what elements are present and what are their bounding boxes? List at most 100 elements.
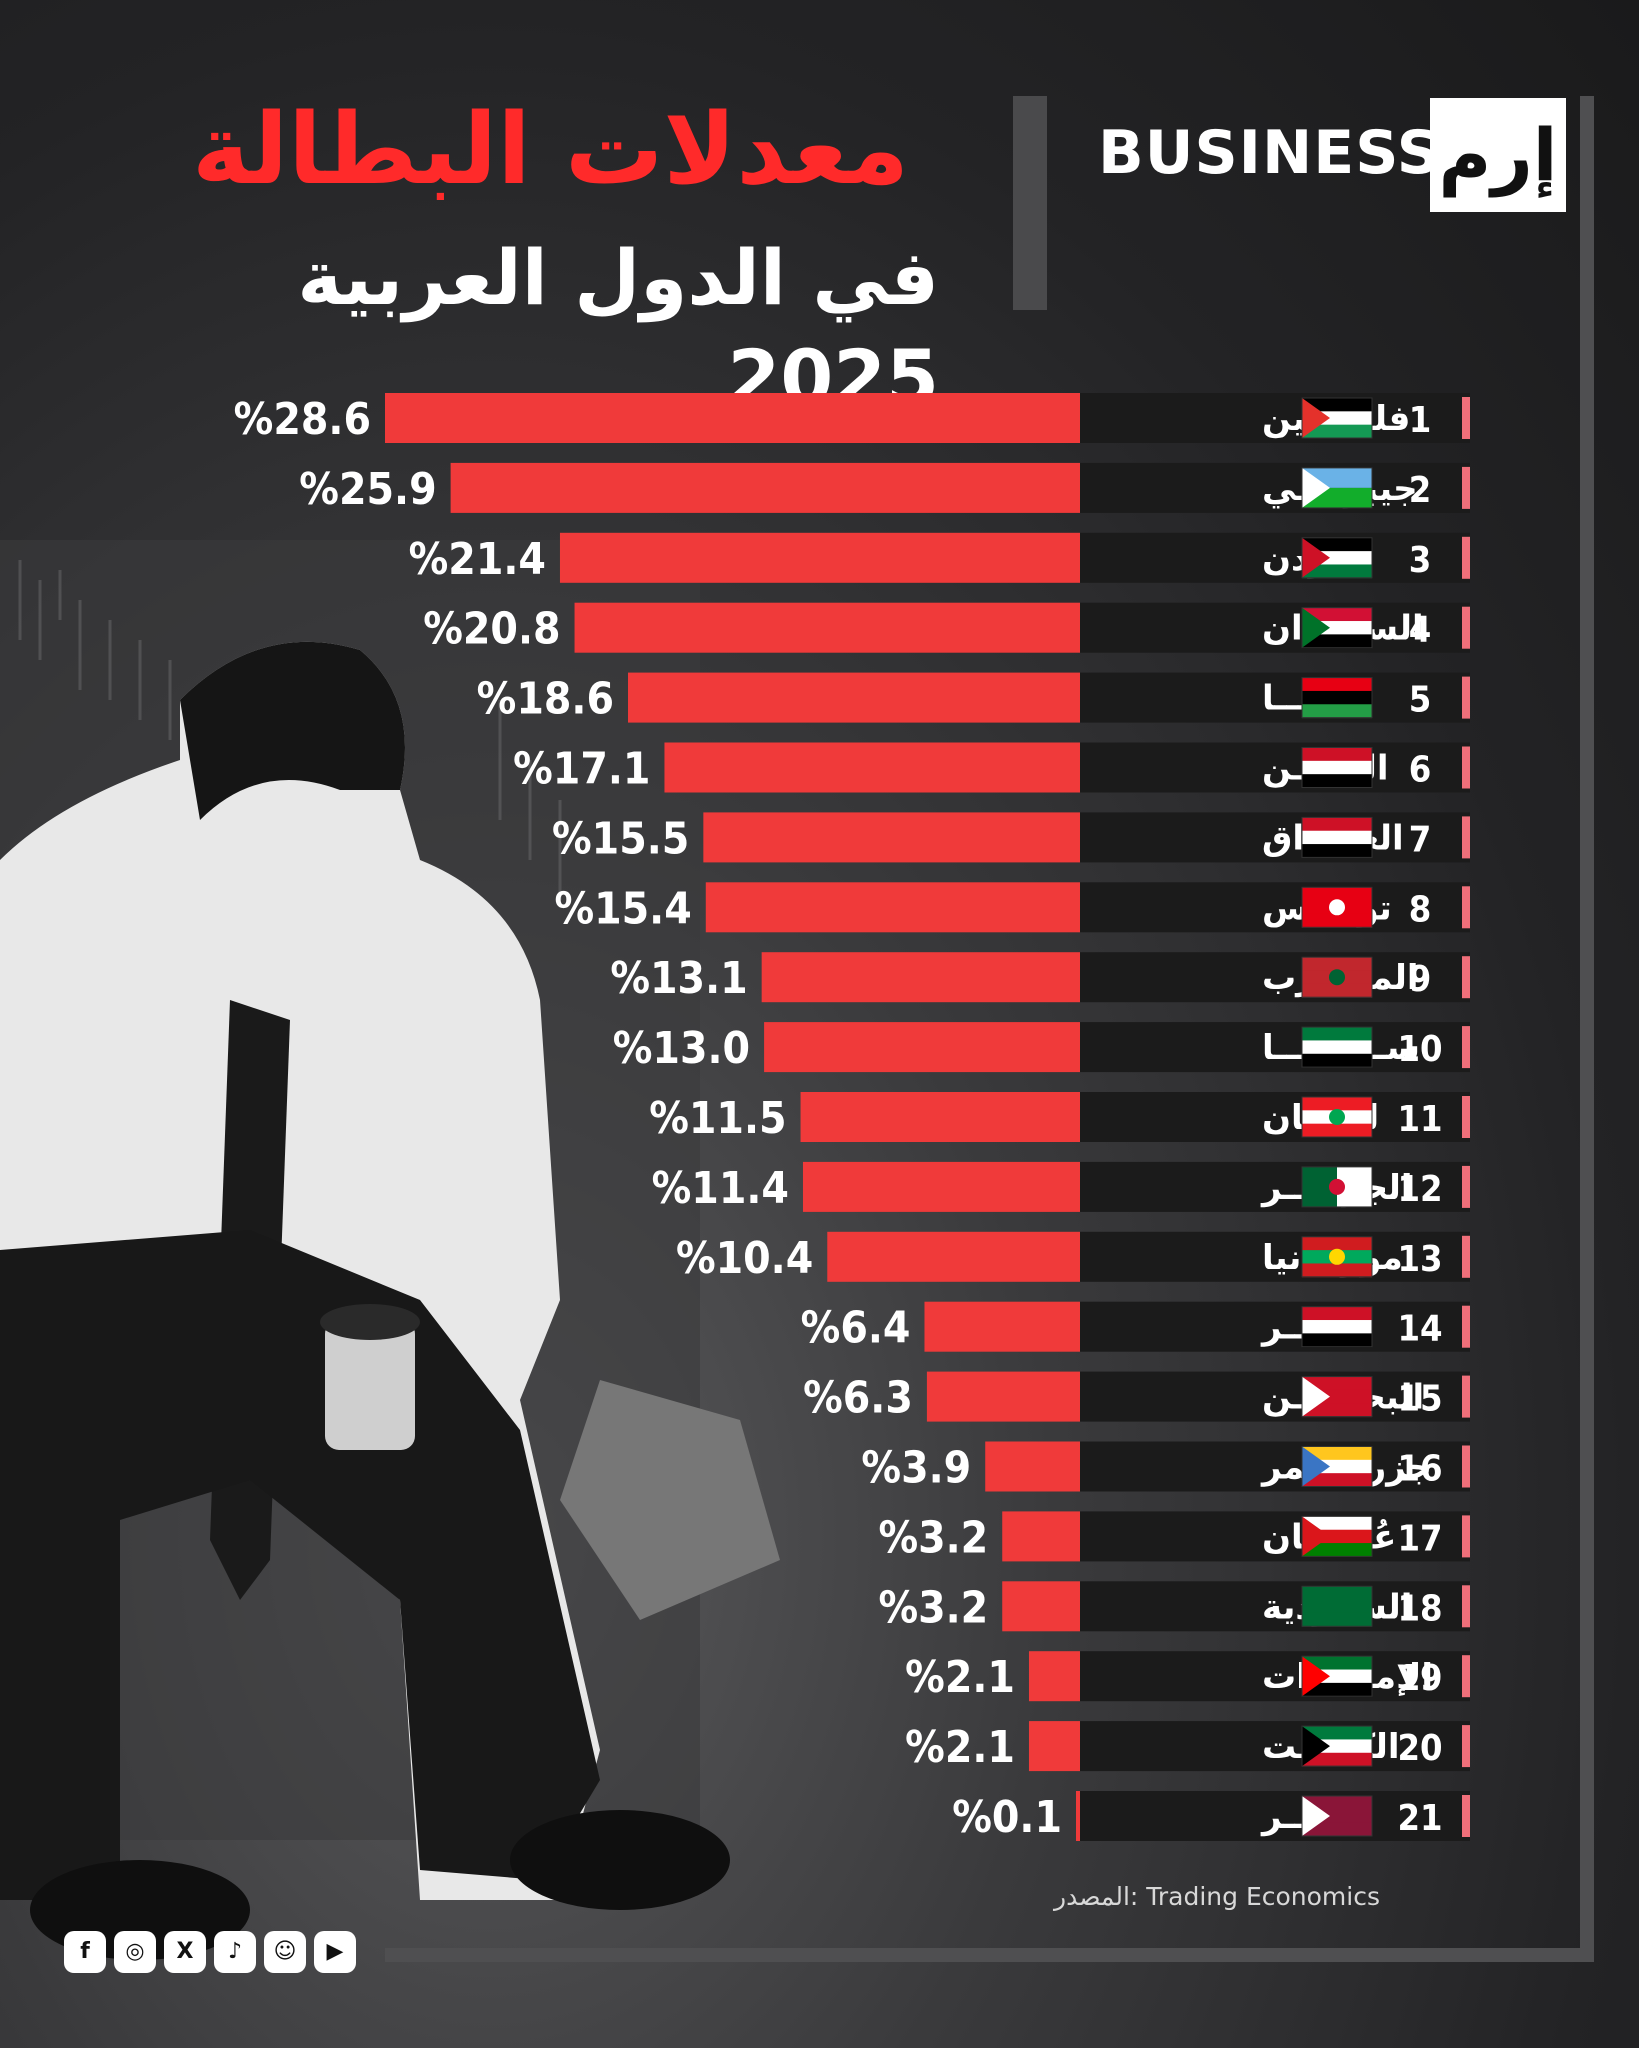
rank-marker — [1462, 1165, 1470, 1208]
flag-kuwait — [1301, 1725, 1373, 1767]
flag-bahrain — [1301, 1376, 1373, 1418]
rank-marker — [1462, 816, 1470, 859]
value-label: %18.6 — [477, 674, 614, 725]
value-label: %3.9 — [861, 1443, 971, 1494]
rank-number: 6 — [1409, 750, 1432, 791]
bar — [1002, 1511, 1080, 1562]
instagram-icon[interactable]: ◎ — [114, 1931, 156, 1973]
bar — [827, 1231, 1080, 1282]
frame-accent-top — [1013, 96, 1047, 310]
rank-number: 7 — [1409, 819, 1432, 860]
rank-number: 21 — [1397, 1798, 1442, 1839]
frame-accent-bottom — [385, 1948, 1594, 1962]
value-label: %2.1 — [905, 1652, 1015, 1703]
rank-marker — [1462, 1725, 1470, 1768]
rank-number: 3 — [1409, 540, 1432, 581]
bar — [1076, 1791, 1080, 1841]
value-label: %6.3 — [803, 1373, 913, 1424]
rank-marker — [1462, 606, 1470, 649]
rank-marker — [1462, 1655, 1470, 1698]
rank-marker — [1462, 746, 1470, 789]
tiktok-icon[interactable]: ♪ — [214, 1931, 256, 1973]
rank-number: 17 — [1397, 1518, 1442, 1559]
rank-marker — [1462, 1585, 1470, 1628]
label-background — [1080, 532, 1470, 583]
flag-morocco — [1301, 956, 1373, 998]
value-label: %2.1 — [905, 1722, 1015, 1773]
bar — [1002, 1581, 1080, 1632]
rank-number: 16 — [1397, 1449, 1442, 1490]
rank-marker — [1462, 536, 1470, 579]
facebook-icon[interactable]: f — [64, 1931, 106, 1973]
label-background — [1080, 1791, 1470, 1841]
rank-marker — [1462, 1026, 1470, 1069]
value-label: %20.8 — [423, 604, 560, 655]
rank-number: 11 — [1397, 1099, 1442, 1140]
flag-sudan — [1301, 607, 1373, 649]
rank-marker — [1462, 956, 1470, 999]
bar — [764, 1022, 1080, 1073]
label-background — [1080, 1092, 1470, 1142]
rank-number: 9 — [1409, 959, 1432, 1000]
rank-number: 2 — [1409, 470, 1432, 511]
label-background — [1080, 1371, 1470, 1422]
label-background — [1080, 602, 1470, 653]
flag-egypt — [1301, 1306, 1373, 1348]
flag-iraq — [1301, 816, 1373, 858]
flag-uae — [1301, 1655, 1373, 1697]
rank-marker — [1462, 886, 1470, 929]
bar — [628, 672, 1080, 723]
snapchat-icon[interactable]: ☺ — [264, 1931, 306, 1973]
value-label: %13.0 — [613, 1023, 750, 1074]
rank-marker — [1462, 1445, 1470, 1488]
value-label: %25.9 — [299, 464, 436, 515]
value-label: %10.4 — [676, 1233, 813, 1284]
rank-number: 15 — [1397, 1379, 1442, 1420]
label-background — [1080, 1511, 1470, 1562]
value-label: %17.1 — [513, 744, 650, 795]
flag-mauritania — [1301, 1236, 1373, 1278]
brand-logo: إرم — [1430, 98, 1566, 212]
rank-number: 12 — [1397, 1169, 1442, 1210]
flag-jordan — [1301, 537, 1373, 579]
frame-accent-right — [1580, 96, 1594, 1962]
bar — [926, 1371, 1080, 1422]
label-background — [1080, 952, 1470, 1003]
flag-oman — [1301, 1515, 1373, 1557]
label-background — [1080, 1301, 1470, 1352]
bar — [924, 1301, 1080, 1352]
flag-syria — [1301, 1026, 1373, 1068]
value-label: %21.4 — [409, 534, 546, 585]
rank-marker — [1462, 1515, 1470, 1558]
bar — [574, 602, 1080, 653]
rank-number: 5 — [1409, 680, 1432, 721]
value-label: %3.2 — [878, 1582, 988, 1633]
bar — [1028, 1721, 1080, 1772]
flag-saudi-arabia — [1301, 1585, 1373, 1627]
label-background — [1080, 1161, 1470, 1212]
label-background — [1080, 742, 1470, 793]
flag-algeria — [1301, 1166, 1373, 1208]
bar — [800, 1092, 1080, 1142]
value-label: %11.5 — [649, 1093, 786, 1144]
value-label: %15.5 — [552, 813, 689, 864]
label-background — [1080, 1721, 1470, 1772]
youtube-icon[interactable]: ▶ — [314, 1931, 356, 1973]
rank-number: 18 — [1397, 1588, 1442, 1629]
source-note: المصدر: Trading Economics — [1054, 1882, 1380, 1911]
rank-number: 14 — [1397, 1309, 1442, 1350]
flag-palestine — [1301, 397, 1373, 439]
flag-yemen — [1301, 747, 1373, 788]
value-label: %11.4 — [652, 1163, 789, 1214]
flag-tunisia — [1301, 886, 1373, 928]
value-label: %28.6 — [234, 394, 371, 445]
bar — [761, 952, 1080, 1003]
label-background — [1080, 393, 1470, 443]
social-icons: f ◎ X ♪ ☺ ▶ — [64, 1931, 356, 1973]
x-icon[interactable]: X — [164, 1931, 206, 1973]
flag-comoros — [1301, 1446, 1373, 1487]
bar — [1028, 1651, 1080, 1702]
value-label: %13.1 — [610, 953, 747, 1004]
